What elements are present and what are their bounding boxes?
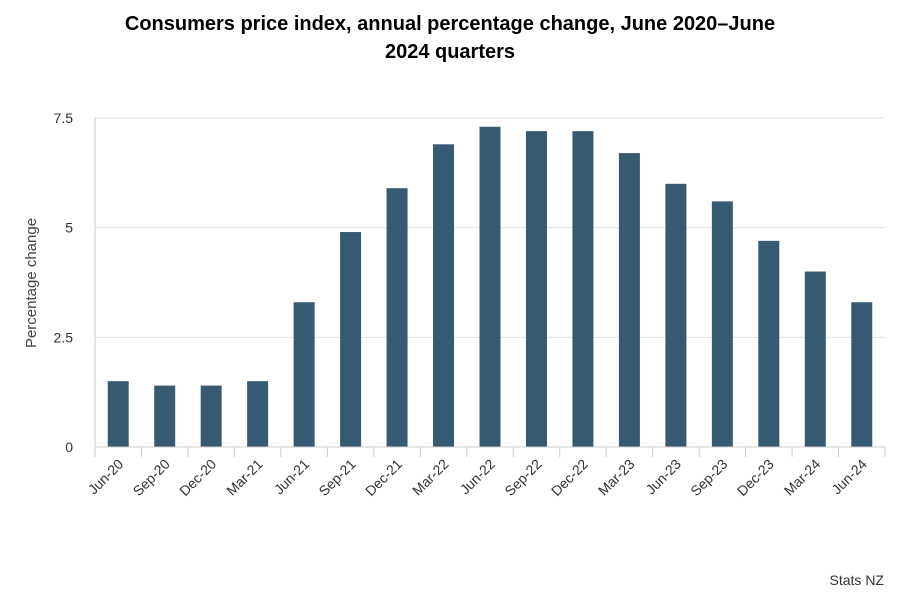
x-tick-label: Sep-20 <box>130 456 173 499</box>
bar <box>851 302 873 447</box>
bar <box>154 385 176 447</box>
chart-title: Consumers price index, annual percentage… <box>0 10 900 66</box>
x-tick-label: Jun-24 <box>828 456 870 498</box>
x-tick-label: Jun-20 <box>85 456 127 498</box>
x-tick-label: Jun-21 <box>271 456 313 498</box>
y-tick-labels: 0 2.5 5 7.5 <box>54 110 74 455</box>
x-tick-label: Dec-22 <box>548 456 591 499</box>
bar <box>386 188 408 448</box>
x-tick-label: Sep-22 <box>501 456 544 499</box>
bar <box>758 240 780 447</box>
bar <box>525 131 547 447</box>
x-tick-label: Mar-22 <box>409 456 452 499</box>
x-tick-label: Dec-21 <box>362 456 405 499</box>
bar <box>804 271 826 447</box>
chart-title-line-2: 2024 quarters <box>384 41 516 63</box>
y-tick-label: 7.5 <box>54 110 74 126</box>
source-credit: Stats NZ <box>829 572 884 588</box>
bar <box>479 126 501 448</box>
bar <box>618 153 640 448</box>
x-tick-label: Sep-23 <box>687 456 730 499</box>
x-tick-label: Sep-21 <box>315 456 358 499</box>
x-tick-label: Dec-23 <box>734 456 777 499</box>
bar <box>665 183 687 448</box>
bar <box>200 385 222 447</box>
bar <box>293 302 315 447</box>
bar <box>433 144 455 447</box>
x-tick-label: Mar-21 <box>223 456 266 499</box>
bar <box>711 201 733 447</box>
y-axis-label: Percentage change <box>23 218 40 348</box>
x-tick-label: Jun-23 <box>642 456 684 498</box>
bar <box>572 131 594 447</box>
x-tick-label: Dec-20 <box>176 456 219 499</box>
axes <box>94 118 886 457</box>
bar <box>107 381 129 447</box>
chart-title-line-1: Consumers price index, annual percentage… <box>124 13 776 35</box>
x-tick-label: Jun-22 <box>457 456 499 498</box>
y-tick-label: 0 <box>65 439 73 455</box>
bars <box>107 126 873 448</box>
bar <box>340 232 362 447</box>
bar <box>247 381 269 447</box>
x-tick-label: Mar-23 <box>595 456 638 499</box>
x-tick-label: Mar-24 <box>781 456 824 499</box>
y-tick-label: 2.5 <box>54 329 74 345</box>
x-tick-labels: Jun-20 Sep-20 Dec-20 Mar-21 Jun-21 Sep-21 Dec-… <box>85 456 870 499</box>
y-tick-label: 5 <box>65 220 73 236</box>
